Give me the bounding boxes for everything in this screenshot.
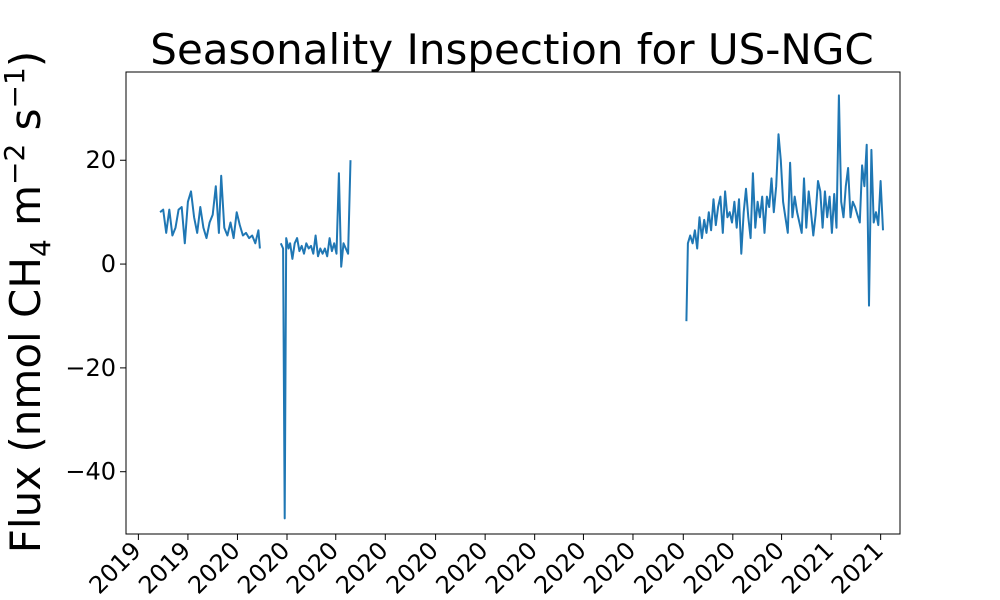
x-tick-label: 2020 (183, 536, 246, 599)
y-tick-label: 20 (85, 146, 116, 174)
x-tick-label: 2020 (480, 536, 543, 599)
ylabel-part-2: m (1, 185, 50, 239)
x-tick-label: 2019 (84, 536, 147, 599)
y-tick-label: −20 (65, 354, 116, 382)
x-tick-label: 2020 (381, 536, 444, 599)
ylabel-part-4: ) (1, 51, 50, 67)
series-lines (159, 94, 884, 520)
ylabel-part-3: s (1, 108, 50, 143)
series-line-0-segment-2 (279, 160, 352, 520)
x-tick-label: 2020 (232, 536, 295, 599)
y-tick-label: 0 (101, 250, 116, 278)
x-tick-label: 2020 (629, 536, 692, 599)
ylabel-sub-4: 4 (24, 239, 57, 257)
x-tick-label: 2021 (776, 536, 839, 599)
series-line-0-segment-0 (159, 174, 261, 249)
ylabel-sup-s: −1 (0, 67, 31, 108)
ylabel-part-1: Flux (nmol CH (1, 257, 50, 553)
x-tick-label: 2020 (727, 536, 790, 599)
x-tick-label: 2020 (281, 536, 344, 599)
x-tick-label: 2020 (578, 536, 641, 599)
x-tick-label: 2020 (678, 536, 741, 599)
x-tick-label: 2020 (430, 536, 493, 599)
x-tick-label: 2020 (529, 536, 592, 599)
y-tick-label: −40 (65, 458, 116, 486)
plot-frame (125, 71, 901, 535)
series-line-1-segment-0 (685, 94, 884, 322)
y-axis-label: Flux (nmol CH4 m−2 s−1) (0, 51, 57, 553)
ylabel-sup-m: −2 (0, 144, 31, 185)
chart-title: Seasonality Inspection for US-NGC (150, 25, 873, 74)
x-axis: 2019201920202020202020202020202020202020… (84, 534, 889, 599)
y-axis: 20 0 −20 −40 (65, 146, 126, 486)
x-tick-label: 2021 (826, 536, 889, 599)
x-tick-label: 2020 (331, 536, 394, 599)
x-tick-label: 2019 (133, 536, 196, 599)
